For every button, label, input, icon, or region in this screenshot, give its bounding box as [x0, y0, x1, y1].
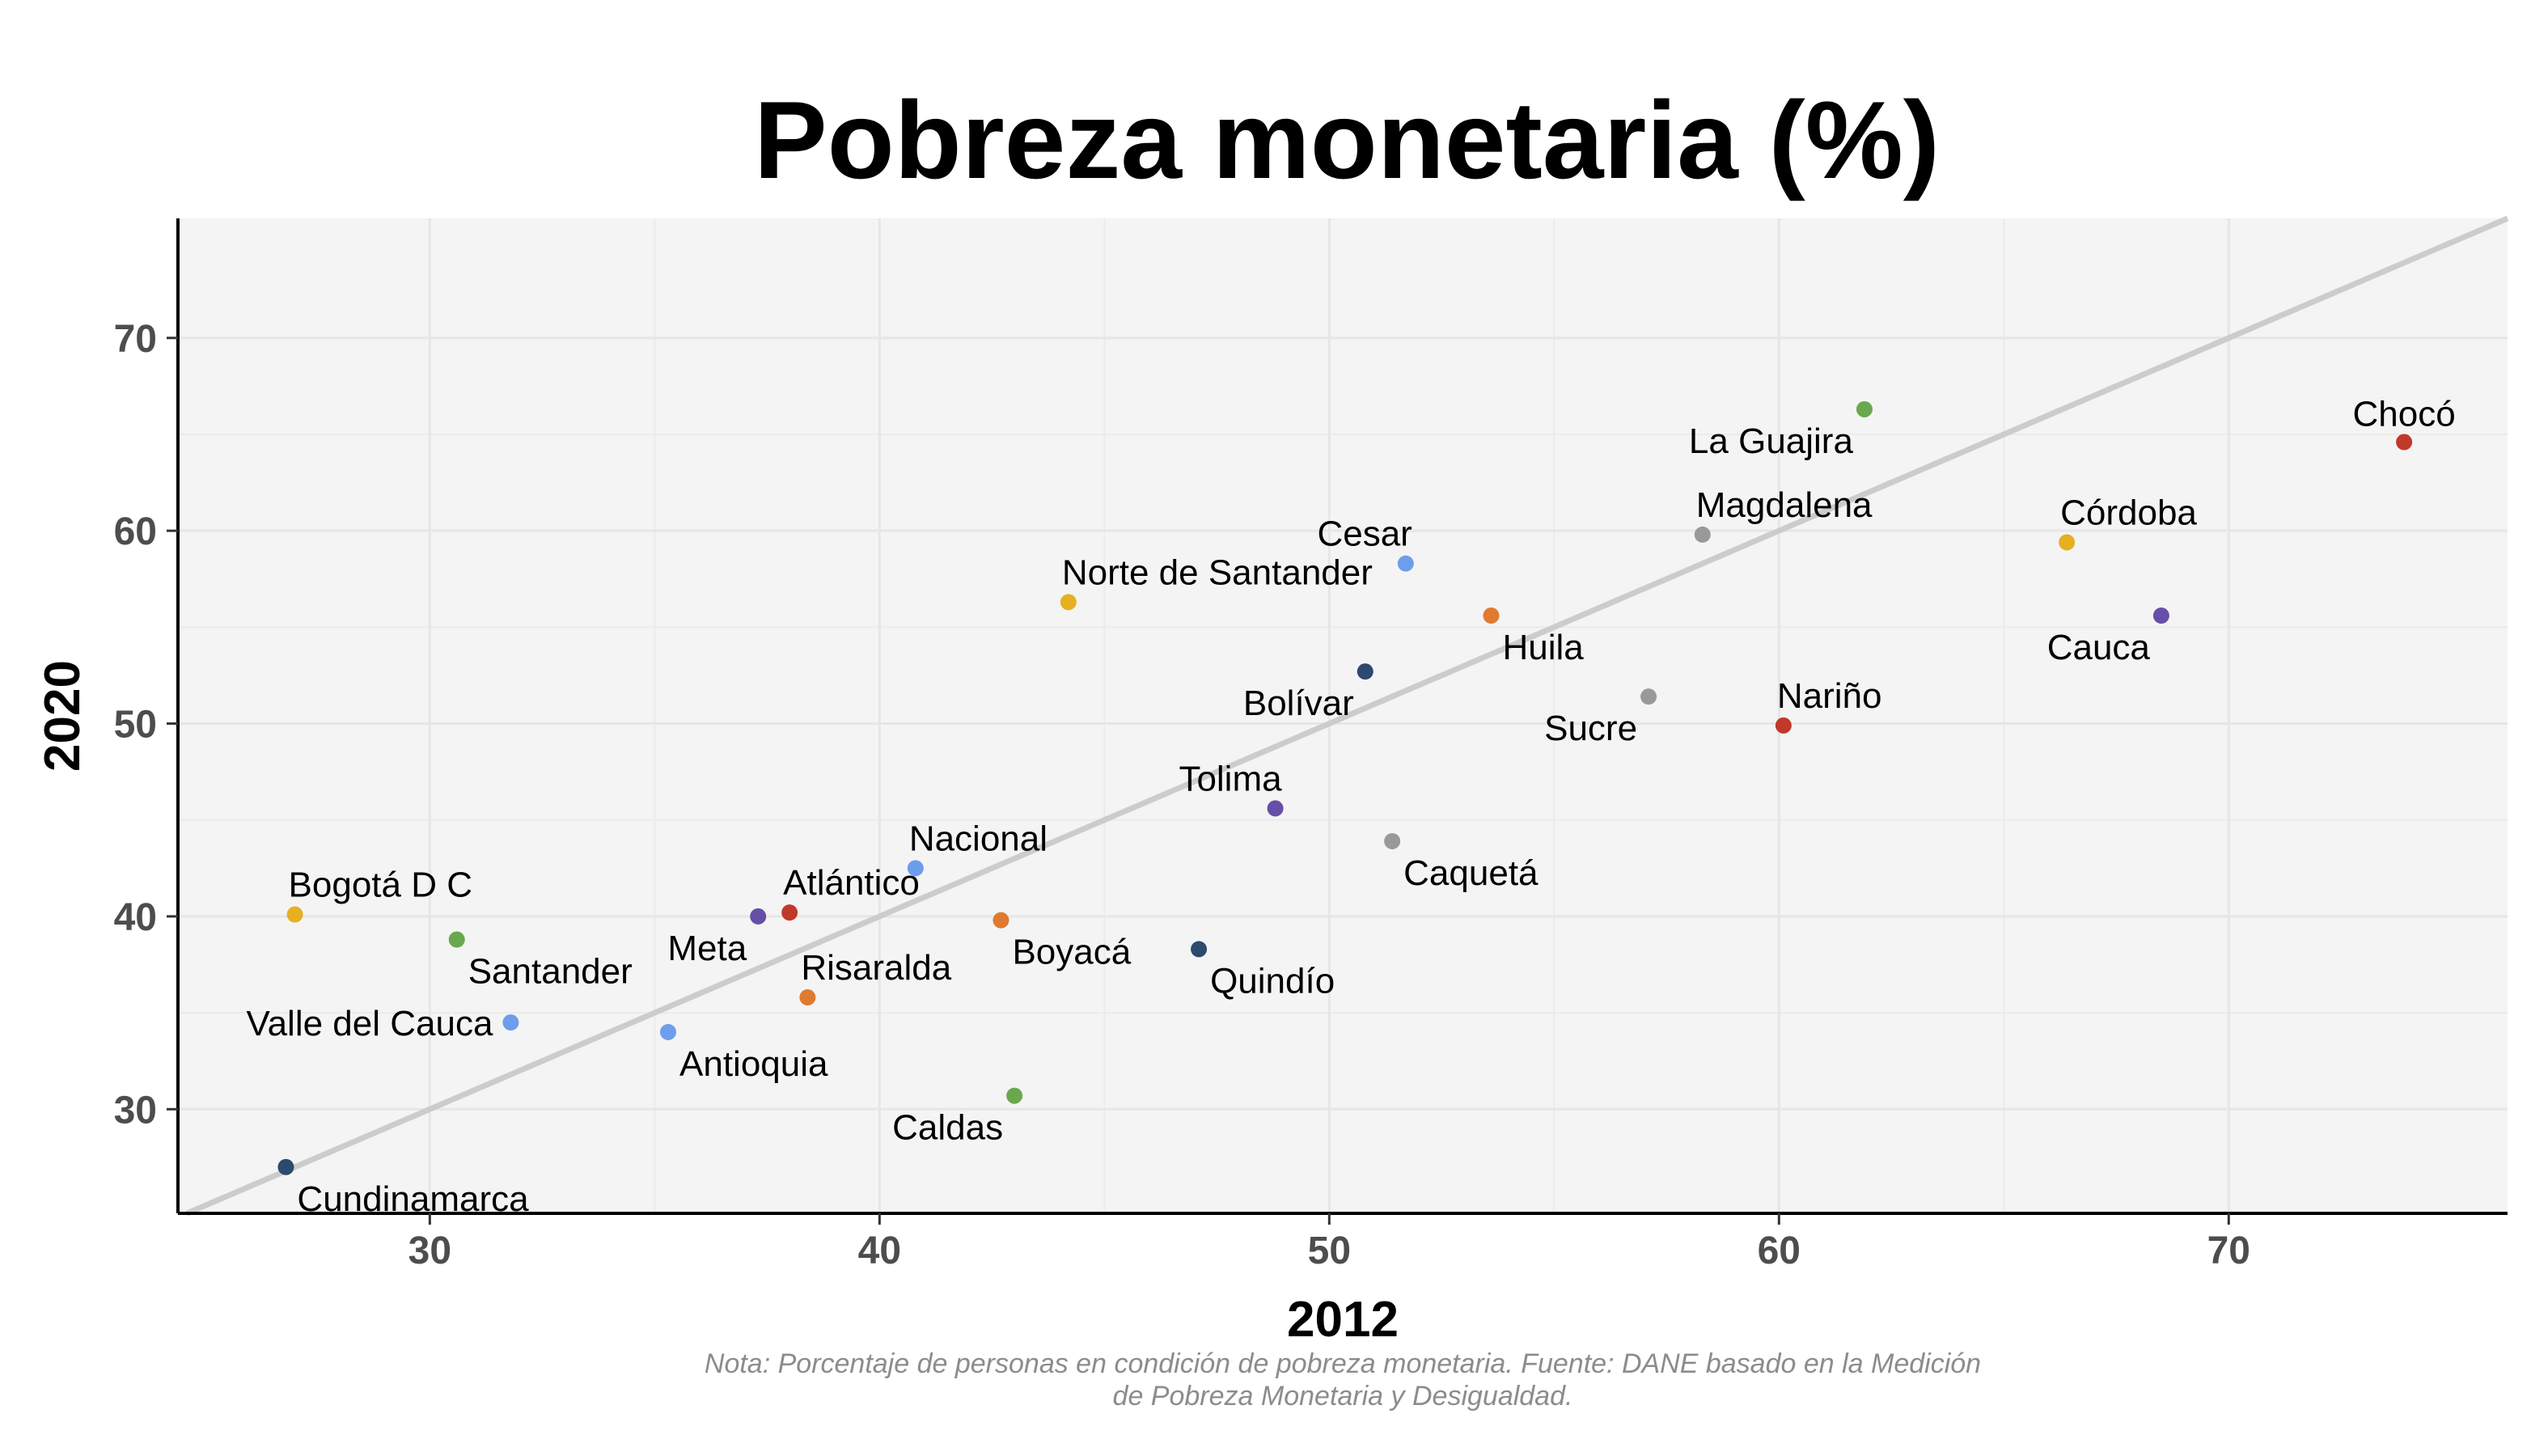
data-point: [1060, 594, 1077, 611]
point-label: Quindío: [1210, 961, 1335, 1001]
data-point: [1640, 688, 1657, 705]
x-tick-label: 50: [1308, 1230, 1351, 1272]
point-label: Atlántico: [783, 863, 920, 903]
data-point: [2059, 534, 2076, 551]
data-point: [1357, 663, 1373, 680]
data-point: [1694, 526, 1711, 543]
point-label: Bolívar: [1243, 684, 1354, 723]
y-tick-label: 50: [114, 704, 157, 747]
x-tick-label: 70: [2207, 1230, 2250, 1272]
data-point: [502, 1014, 519, 1031]
point-label: Nariño: [1777, 676, 1882, 716]
x-tick-label: 60: [1758, 1230, 1801, 1272]
y-tick-label: 60: [114, 510, 157, 553]
data-point: [2396, 434, 2413, 451]
point-label: Tolima: [1179, 759, 1282, 798]
point-label: Caquetá: [1403, 853, 1539, 893]
data-point: [286, 906, 303, 923]
data-point: [1006, 1087, 1023, 1104]
point-label: Risaralda: [801, 948, 951, 988]
point-labels: Chocó La Guajira Córdoba Magdalena CesarNort…: [246, 395, 2455, 1219]
reference-line: [185, 215, 2509, 1217]
y-tick-label: 30: [114, 1089, 157, 1132]
point-label: Meta: [667, 929, 747, 968]
data-point: [1267, 800, 1284, 817]
data-point: [1384, 832, 1401, 849]
data-point: [1856, 400, 1873, 417]
chart-title: Pobreza monetaria (%): [754, 78, 1940, 201]
point-label: Huila: [1502, 628, 1584, 667]
point-label: Chocó: [2353, 395, 2456, 434]
data-point: [993, 912, 1009, 929]
point-label: Córdoba: [2060, 493, 2197, 532]
axis-ticks: 30 40 50 60 70 30 40 50 60 70: [114, 318, 2250, 1272]
point-label: Cundinamarca: [297, 1179, 529, 1219]
x-axis-title: 2012: [1287, 1292, 1399, 1348]
x-tick-label: 30: [408, 1230, 451, 1272]
data-point: [660, 1023, 677, 1040]
data-point: [277, 1158, 294, 1175]
point-label: Bogotá D C: [289, 866, 472, 905]
data-point: [781, 904, 798, 921]
data-point: [750, 908, 767, 925]
data-point: [448, 931, 465, 948]
point-label: Santander: [468, 952, 633, 992]
point-label: Boyacá: [1012, 933, 1131, 972]
data-point: [2152, 607, 2169, 624]
data-point: [907, 860, 924, 877]
point-label: Cauca: [2047, 628, 2151, 667]
y-tick-label: 70: [114, 318, 157, 361]
point-label: Antioquia: [679, 1044, 828, 1084]
point-label: La Guajira: [1689, 421, 1854, 461]
grid-lines: [178, 218, 2508, 1213]
x-tick-label: 40: [858, 1230, 901, 1272]
point-label: Sucre: [1544, 709, 1637, 748]
point-label: Cesar: [1317, 514, 1412, 554]
point-label: Norte de Santander: [1062, 552, 1373, 592]
point-label: Caldas: [892, 1108, 1003, 1148]
caption-line-2: de Pobreza Monetaria y Desigualdad.: [1113, 1381, 1573, 1412]
y-axis-title: 2020: [35, 660, 91, 772]
point-label: Nacional: [909, 819, 1048, 858]
data-point: [1191, 941, 1208, 958]
data-point: [1483, 607, 1500, 624]
point-label: Magdalena: [1696, 485, 1873, 525]
data-point: [1775, 717, 1792, 734]
data-points: [277, 400, 2413, 1175]
point-label: Valle del Cauca: [246, 1004, 493, 1043]
y-tick-label: 40: [114, 896, 157, 939]
caption-line-1: Nota: Porcentaje de personas en condició…: [705, 1348, 1981, 1379]
data-point: [1397, 555, 1414, 572]
data-point: [799, 989, 816, 1006]
